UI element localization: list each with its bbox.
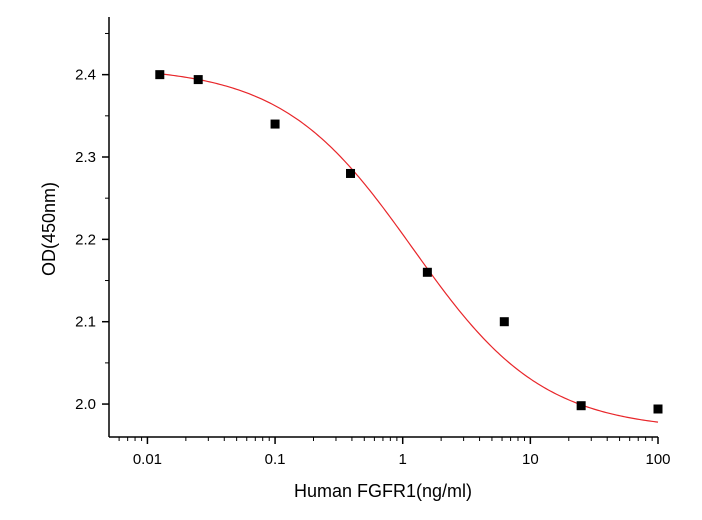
data-point (653, 404, 663, 414)
y-tick-label: 2.3 (75, 149, 96, 166)
y-tick-label: 2.2 (75, 231, 96, 248)
y-tick-label: 2.4 (75, 67, 96, 84)
fit-curve-group (159, 73, 659, 423)
x-tick-label: 10 (522, 451, 539, 468)
y-tick-label: 2.1 (75, 314, 96, 331)
data-point (270, 119, 280, 129)
y-axis-title: OD(450nm) (39, 182, 59, 276)
data-point (155, 70, 165, 80)
data-point (422, 267, 432, 277)
axes: 2.0 2.1 2.2 2.3 2.4 0.01 0.1 1 10 100 (75, 17, 671, 468)
fit-curve (159, 73, 659, 423)
x-tick-label: 1 (399, 451, 407, 468)
y-tick-label: 2.0 (75, 396, 96, 413)
x-tick-label: 0.01 (133, 451, 162, 468)
x-axis-title: Human FGFR1(ng/ml) (294, 481, 472, 501)
x-tick-label: 100 (645, 451, 670, 468)
data-point (346, 168, 356, 178)
data-point (576, 401, 586, 411)
data-points (155, 70, 663, 414)
x-tick-label: 0.1 (265, 451, 286, 468)
data-point (499, 317, 509, 327)
data-point (193, 75, 203, 85)
